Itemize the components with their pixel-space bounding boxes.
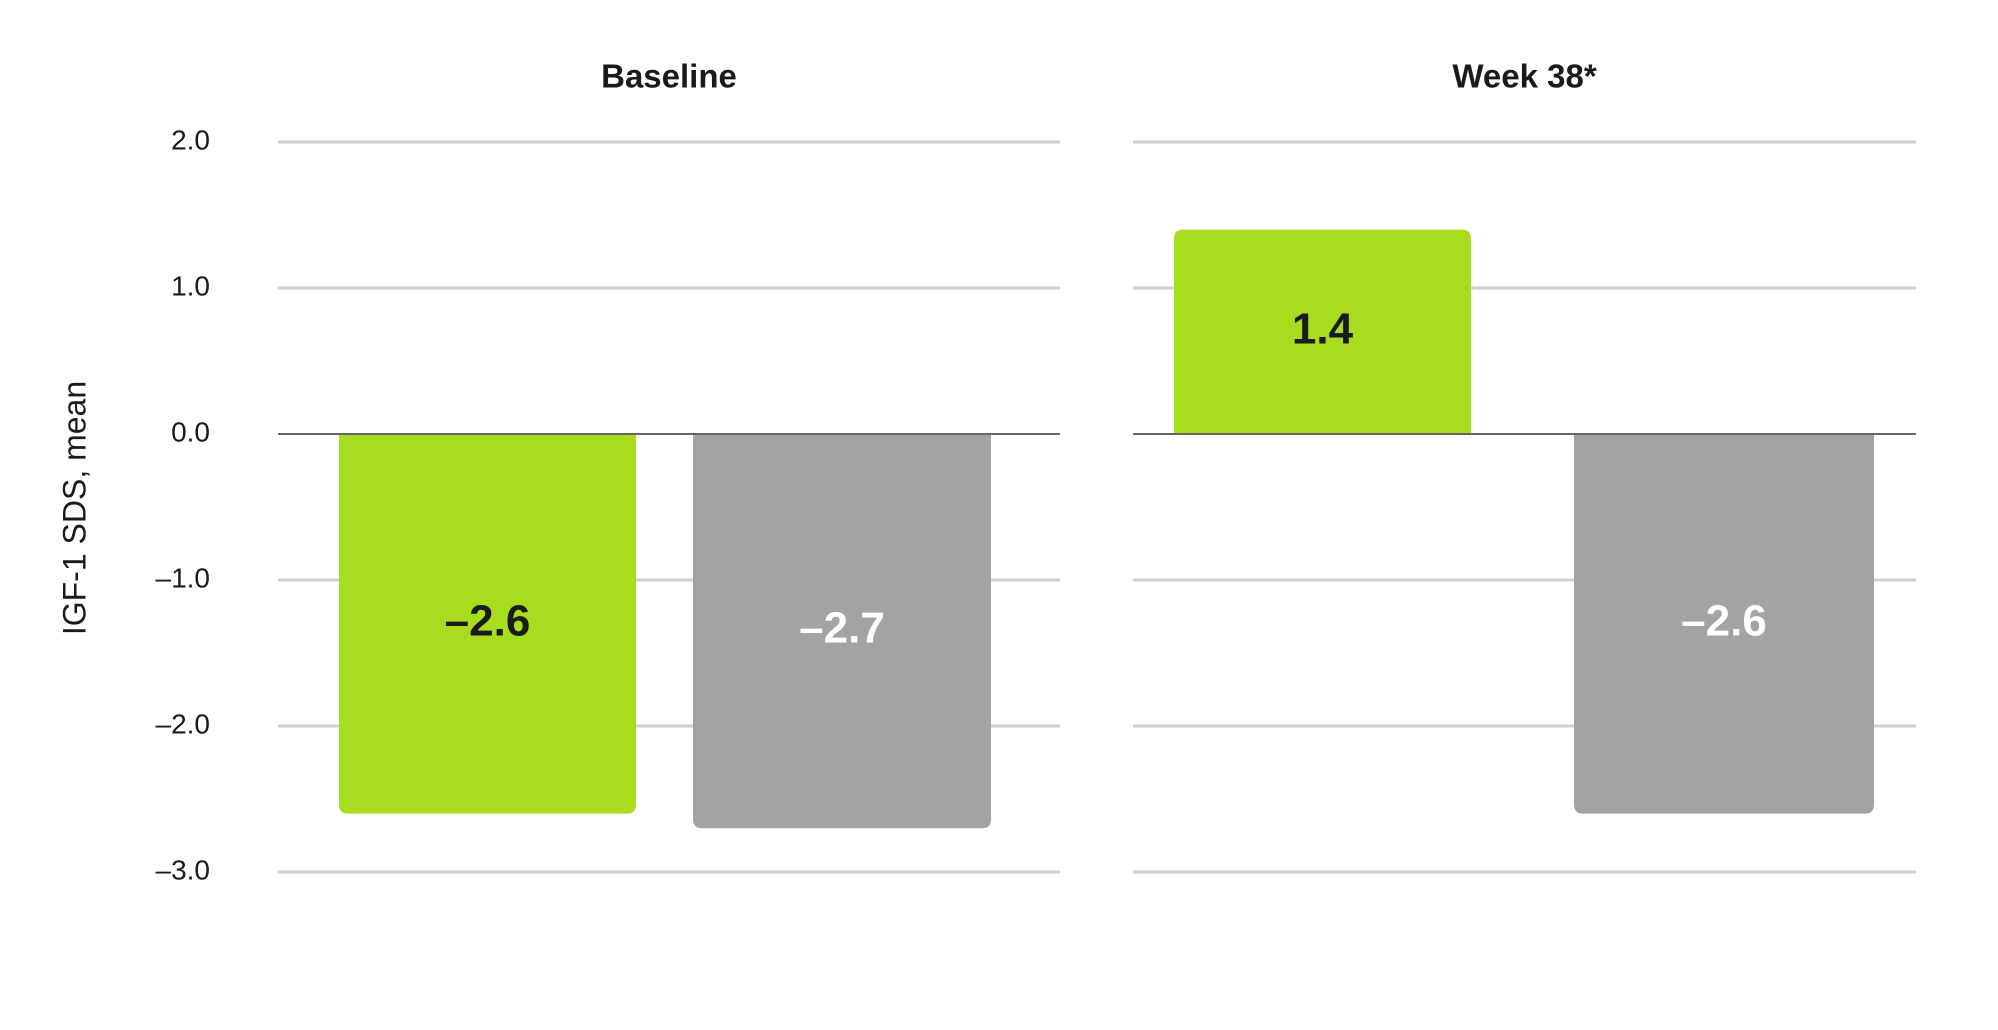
bar bbox=[339, 434, 636, 814]
y-tick-label: –3.0 bbox=[156, 854, 211, 885]
y-tick-label: 1.0 bbox=[171, 270, 210, 301]
panel-title: Baseline bbox=[601, 58, 737, 95]
data-label: –2.7 bbox=[799, 604, 885, 653]
y-axis-label: IGF-1 SDS, mean bbox=[56, 381, 92, 635]
y-tick-label: 0.0 bbox=[171, 416, 210, 447]
data-label: 1.4 bbox=[1292, 304, 1354, 353]
data-label: –2.6 bbox=[1681, 596, 1767, 645]
bar bbox=[693, 434, 991, 829]
y-tick-label: –2.0 bbox=[156, 708, 211, 739]
panel-title: Week 38* bbox=[1452, 58, 1596, 95]
y-tick-label: 2.0 bbox=[171, 124, 210, 155]
bar bbox=[1174, 229, 1471, 434]
y-tick-label: –1.0 bbox=[156, 562, 211, 593]
data-label: –2.6 bbox=[445, 596, 531, 645]
bar bbox=[1574, 434, 1874, 814]
